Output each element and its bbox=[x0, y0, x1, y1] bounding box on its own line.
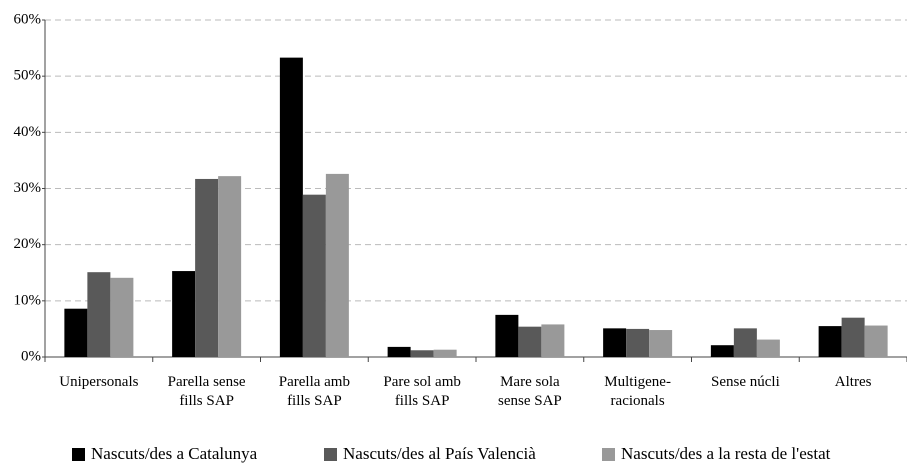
x-tick-label: Multigene- racionals bbox=[604, 374, 671, 409]
bar bbox=[218, 176, 242, 357]
x-tick-label: Parella sense fills SAP bbox=[167, 374, 246, 409]
legend-item: Nascuts/des al País Valencià bbox=[324, 444, 536, 464]
x-tick-label: Unipersonals bbox=[59, 374, 139, 390]
x-tick-label: Altres bbox=[834, 374, 872, 390]
legend-item: Nascuts/des a Catalunya bbox=[72, 444, 257, 464]
bar bbox=[410, 350, 434, 357]
bar bbox=[87, 272, 111, 357]
bar bbox=[172, 271, 196, 357]
x-tick-label: Parella amb fills SAP bbox=[278, 374, 350, 409]
x-tick-label: Mare sola sense SAP bbox=[497, 374, 562, 409]
legend-swatch bbox=[324, 447, 337, 461]
bar bbox=[864, 325, 888, 357]
legend-swatch bbox=[72, 447, 85, 461]
bar bbox=[756, 339, 780, 357]
x-tick-label: Pare sol amb fills SAP bbox=[383, 374, 461, 409]
y-tick-label: 40% bbox=[14, 124, 42, 140]
legend-item: Nascuts/des a la resta de l'estat bbox=[602, 444, 830, 464]
legend-label: Nascuts/des a Catalunya bbox=[91, 444, 258, 463]
y-tick-label: 10% bbox=[14, 292, 42, 308]
bar bbox=[110, 277, 134, 357]
bar bbox=[325, 173, 349, 357]
bar bbox=[649, 330, 673, 357]
y-tick-label: 20% bbox=[14, 236, 42, 252]
bar bbox=[302, 194, 326, 357]
legend-swatch bbox=[602, 447, 615, 461]
bar bbox=[495, 314, 519, 357]
bar bbox=[279, 57, 303, 358]
bar bbox=[64, 308, 88, 357]
bar bbox=[387, 346, 411, 357]
x-tick-label: Sense núcli bbox=[711, 374, 780, 390]
y-tick-label: 50% bbox=[14, 68, 42, 84]
bar bbox=[733, 328, 757, 357]
y-tick-label: 30% bbox=[14, 180, 42, 196]
bar bbox=[841, 317, 865, 357]
bar bbox=[603, 328, 627, 357]
bar bbox=[541, 324, 565, 357]
y-tick-label: 60% bbox=[14, 11, 42, 27]
bar bbox=[626, 328, 650, 357]
bar bbox=[433, 349, 457, 357]
legend-label: Nascuts/des al País Valencià bbox=[343, 444, 536, 463]
bar bbox=[818, 326, 842, 357]
bar bbox=[518, 326, 542, 357]
bar bbox=[195, 178, 219, 357]
y-tick-label: 0% bbox=[21, 348, 41, 364]
legend-label: Nascuts/des a la resta de l'estat bbox=[621, 444, 831, 463]
bar bbox=[710, 345, 734, 357]
